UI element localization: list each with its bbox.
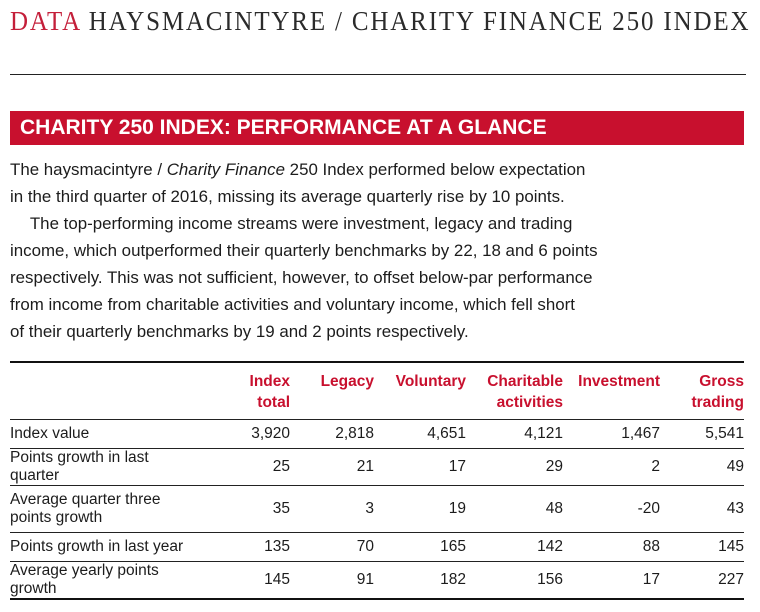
column-header-index-total: Index total (200, 365, 290, 420)
table-cell: 2 (563, 448, 660, 486)
table-cell: 35 (200, 485, 290, 533)
header-line: activities (496, 394, 563, 411)
table-header-row: Index total Legacy Voluntary Charitable ac… (10, 365, 744, 420)
table-cell: 3 (290, 485, 374, 533)
table-cell: 2,818 (290, 419, 374, 449)
table-cell: 29 (466, 448, 563, 486)
table-cell: 142 (466, 532, 563, 562)
paragraph-2-line-4: from income from charitable activities a… (10, 295, 575, 314)
header-line: Index (249, 373, 290, 390)
header-line: trading (691, 394, 744, 411)
table-cell: 4,651 (374, 419, 466, 449)
paragraph-2-line-3: respectively. This was not sufficient, h… (10, 268, 593, 287)
row-label-line: Average quarter three (10, 491, 161, 508)
column-header-voluntary: Voluntary (374, 365, 466, 420)
row-label-line: points growth (10, 509, 103, 526)
header-line: Investment (578, 373, 660, 390)
table-cell: 145 (200, 561, 290, 600)
header-line: total (257, 394, 290, 411)
column-header-charitable-activities: Charitable activities (466, 365, 563, 420)
header-line: Legacy (320, 373, 374, 390)
row-label: Points growth in last quarter (10, 448, 200, 486)
table-cell: 227 (660, 561, 744, 600)
table-cell: 1,467 (563, 419, 660, 449)
table-header-blank (10, 365, 200, 420)
header-line: Charitable (487, 373, 563, 390)
table-cell: 88 (563, 532, 660, 562)
article-body: The haysmacintyre / Charity Finance 250 … (10, 156, 755, 345)
column-header-legacy: Legacy (290, 365, 374, 420)
table-cell: 5,541 (660, 419, 744, 449)
table-cell: 25 (200, 448, 290, 486)
page-header: DATA HAYSMACINTYRE / CHARITY FINANCE 250… (10, 6, 748, 37)
table-cell: 21 (290, 448, 374, 486)
table-top-rule (10, 361, 744, 363)
table-cell: 4,121 (466, 419, 563, 449)
performance-table: Index total Legacy Voluntary Charitable ac… (10, 365, 744, 600)
table-row: Average yearly points growth 145 91 182 … (10, 561, 744, 600)
table-row: Average quarter three points growth 35 3 … (10, 485, 744, 533)
text-run: The haysmacintyre / (10, 160, 167, 179)
table-cell: 3,920 (200, 419, 290, 449)
header-accent: DATA (10, 6, 81, 36)
table-cell: 49 (660, 448, 744, 486)
row-label: Average quarter three points growth (10, 485, 200, 533)
table-cell: 156 (466, 561, 563, 600)
row-label: Index value (10, 419, 200, 449)
table-cell: 17 (374, 448, 466, 486)
table-row: Points growth in last quarter 25 21 17 2… (10, 448, 744, 486)
table-cell: 70 (290, 532, 374, 562)
table-cell: 165 (374, 532, 466, 562)
paragraph-2-line-2: income, which outperformed their quarter… (10, 241, 598, 260)
column-header-gross-trading: Gross trading (660, 365, 744, 420)
table-cell: 19 (374, 485, 466, 533)
publication-name: Charity Finance (166, 160, 285, 179)
paragraph-1-line-1: The haysmacintyre / Charity Finance 250 … (10, 156, 750, 183)
table-cell: -20 (563, 485, 660, 533)
header-line: Voluntary (395, 373, 466, 390)
table-cell: 135 (200, 532, 290, 562)
table-cell: 182 (374, 561, 466, 600)
header-divider (10, 74, 746, 75)
table-row: Index value 3,920 2,818 4,651 4,121 1,46… (10, 419, 744, 449)
table-row: Points growth in last year 135 70 165 14… (10, 532, 744, 562)
header-line: Gross (699, 373, 744, 390)
paragraph-2-line-1: The top-performing income streams were i… (29, 214, 573, 233)
row-label: Points growth in last year (10, 532, 200, 562)
paragraph-1-line-2: in the third quarter of 2016, missing it… (10, 187, 565, 206)
text-run: 250 Index performed below expectation (284, 160, 586, 179)
column-header-investment: Investment (563, 365, 660, 420)
header-title: HAYSMACINTYRE / CHARITY FINANCE 250 INDE… (88, 6, 751, 36)
table-cell: 17 (563, 561, 660, 600)
section-banner: CHARITY 250 INDEX: PERFORMANCE AT A GLAN… (10, 111, 744, 145)
row-label: Average yearly points growth (10, 561, 200, 600)
table-cell: 43 (660, 485, 744, 533)
table-cell: 145 (660, 532, 744, 562)
table-cell: 48 (466, 485, 563, 533)
table-cell: 91 (290, 561, 374, 600)
paragraph-2-line-5: of their quarterly benchmarks by 19 and … (10, 322, 469, 341)
